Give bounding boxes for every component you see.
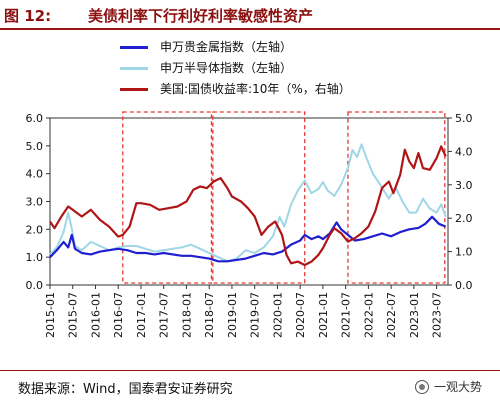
- x-tick-label: 2015-01: [44, 292, 57, 338]
- figure-title-bar: 图 12: 美债利率下行利好利率敏感性资产: [0, 0, 500, 30]
- x-tick-label: 2018-07: [203, 292, 216, 338]
- series-line-precious-metals: [49, 215, 447, 263]
- x-tick-label: 2022-07: [385, 292, 398, 338]
- plot-frame: [49, 117, 449, 286]
- y-left-tick-label: 5.0: [26, 140, 44, 153]
- x-tick-label: 2023-01: [408, 292, 421, 338]
- legend-swatch-semiconductor: [120, 67, 148, 70]
- legend-label-precious-metals: 申万贵金属指数（左轴）: [160, 40, 293, 54]
- x-tick-label: 2020-01: [271, 292, 284, 338]
- legend-label-us-10y-yield: 美国:国债收益率:10年（%，右轴）: [160, 82, 351, 96]
- x-tick-label: 2017-01: [135, 292, 148, 338]
- x-tick-label: 2022-01: [362, 292, 375, 338]
- highlight-region: [122, 111, 213, 284]
- y-right-tick-label: 0.0: [455, 279, 473, 292]
- line-chart: 0.0 1.0 2.0 3.0 4.0 5.0 6.0 0.0 1.0 2.0 3.0 4.0 5.0 2…: [26, 111, 473, 338]
- x-tick-label: 2016-01: [89, 292, 102, 338]
- x-tick-label: 2016-07: [112, 292, 125, 338]
- y-right-tick-label: 5.0: [455, 112, 473, 125]
- series-line-us-10y-yield: [49, 145, 447, 267]
- x-tick-label: 2019-07: [249, 292, 262, 338]
- y-left-tick-label: 2.0: [26, 223, 44, 236]
- y-left-tick-label: 1.0: [26, 251, 44, 264]
- y-right-tick-label: 3.0: [455, 179, 473, 192]
- x-tick-label: 2017-07: [158, 292, 171, 338]
- watermark: 一观大势: [414, 378, 482, 395]
- figure-title: 美债利率下行利好利率敏感性资产: [88, 7, 314, 25]
- x-tick-label: 2023-07: [431, 292, 444, 338]
- y-left-tick-label: 4.0: [26, 168, 44, 181]
- watermark-text: 一观大势: [433, 380, 482, 394]
- legend-swatch-precious-metals: [120, 46, 148, 49]
- y-right-tick-label: 2.0: [455, 212, 473, 225]
- x-tick-label: 2019-01: [226, 292, 239, 338]
- y-left-tick-label: 0.0: [26, 279, 44, 292]
- y-left-tick-label: 3.0: [26, 196, 44, 209]
- x-tick-label: 2015-07: [67, 292, 80, 338]
- source-note: 数据来源：Wind，国泰君安证券研究: [18, 382, 233, 397]
- legend-swatch-us-10y-yield: [120, 88, 148, 91]
- series-line-semiconductor: [49, 143, 447, 263]
- wechat-icon: [414, 379, 429, 394]
- x-tick-label: 2021-01: [317, 292, 330, 338]
- legend-label-semiconductor: 申万半导体指数（左轴）: [160, 61, 293, 75]
- x-tick-label: 2020-07: [294, 292, 307, 338]
- x-tick-label: 2018-01: [180, 292, 193, 338]
- highlight-region: [212, 111, 306, 284]
- highlight-region: [347, 111, 446, 284]
- figure-label: 图 12:: [4, 7, 52, 25]
- y-left-tick-label: 6.0: [26, 112, 44, 125]
- x-tick-label: 2021-07: [340, 292, 353, 338]
- y-right-tick-label: 1.0: [455, 246, 473, 259]
- footer-divider: [0, 370, 500, 371]
- y-right-tick-label: 4.0: [455, 145, 473, 158]
